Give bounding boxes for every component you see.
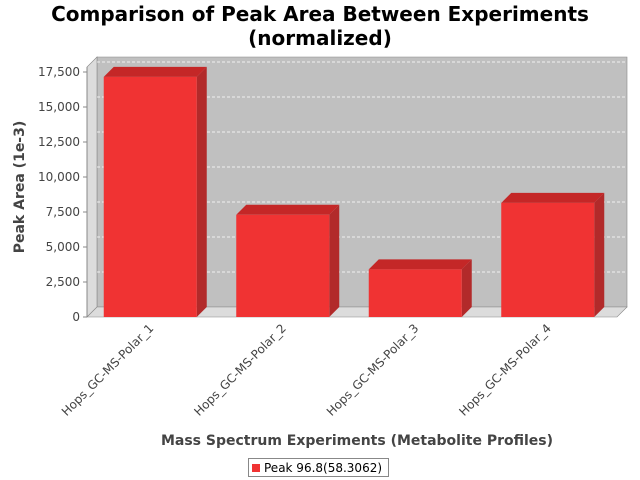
bar-front <box>236 214 330 317</box>
bar <box>236 204 340 317</box>
x-tick-label: Hops_GC-MS-Polar_2 <box>191 321 289 419</box>
y-tick-label: 17,500 <box>38 65 80 79</box>
bars <box>103 66 605 318</box>
bar <box>501 192 605 317</box>
chart-title-line2: (normalized) <box>248 26 392 50</box>
bar-front <box>368 269 462 317</box>
legend: Peak 96.8(58.3062) <box>248 458 390 477</box>
legend-swatch <box>252 463 260 472</box>
bar-top <box>368 259 472 270</box>
y-tick-label: 12,500 <box>38 135 80 149</box>
y-tick-label: 0 <box>72 310 80 324</box>
x-tick-label: Hops_GC-MS-Polar_3 <box>324 321 422 419</box>
legend-label: Peak 96.8(58.3062) <box>264 460 383 475</box>
y-tick-label: 2,500 <box>46 275 80 289</box>
bar-side <box>461 259 472 317</box>
y-tick-label: 7,500 <box>46 205 80 219</box>
bar <box>368 259 472 317</box>
chart-title: Comparison of Peak Area Between Experime… <box>0 2 640 50</box>
plot-left-wall <box>86 56 98 318</box>
x-tick-label: Hops_GC-MS-Polar_1 <box>59 321 157 419</box>
bar-top <box>501 192 605 203</box>
bar-side <box>594 192 605 317</box>
bar <box>103 66 207 318</box>
y-axis-label: Peak Area (1e-3) <box>12 121 28 254</box>
bar-front <box>501 202 595 317</box>
y-tick-label: 15,000 <box>38 100 80 114</box>
y-axis-ticks: 0 2,500 5,000 7,500 10,000 12,500 15,000 17,500 <box>38 65 87 324</box>
x-axis-label: Mass Spectrum Experiments (Metabolite Pr… <box>161 433 553 449</box>
x-tick-label: Hops_GC-MS-Polar_4 <box>456 321 554 419</box>
bar-front <box>103 76 197 318</box>
x-axis-ticks: Hops_GC-MS-Polar_1 Hops_GC-MS-Polar_2 Hops… <box>59 321 554 419</box>
y-tick-label: 5,000 <box>46 240 80 254</box>
bar-top <box>236 204 340 215</box>
bar-side <box>329 204 340 317</box>
bar-top <box>103 66 207 77</box>
chart-title-line1: Comparison of Peak Area Between Experime… <box>51 2 589 26</box>
bar-side <box>196 66 207 318</box>
y-tick-label: 10,000 <box>38 170 80 184</box>
